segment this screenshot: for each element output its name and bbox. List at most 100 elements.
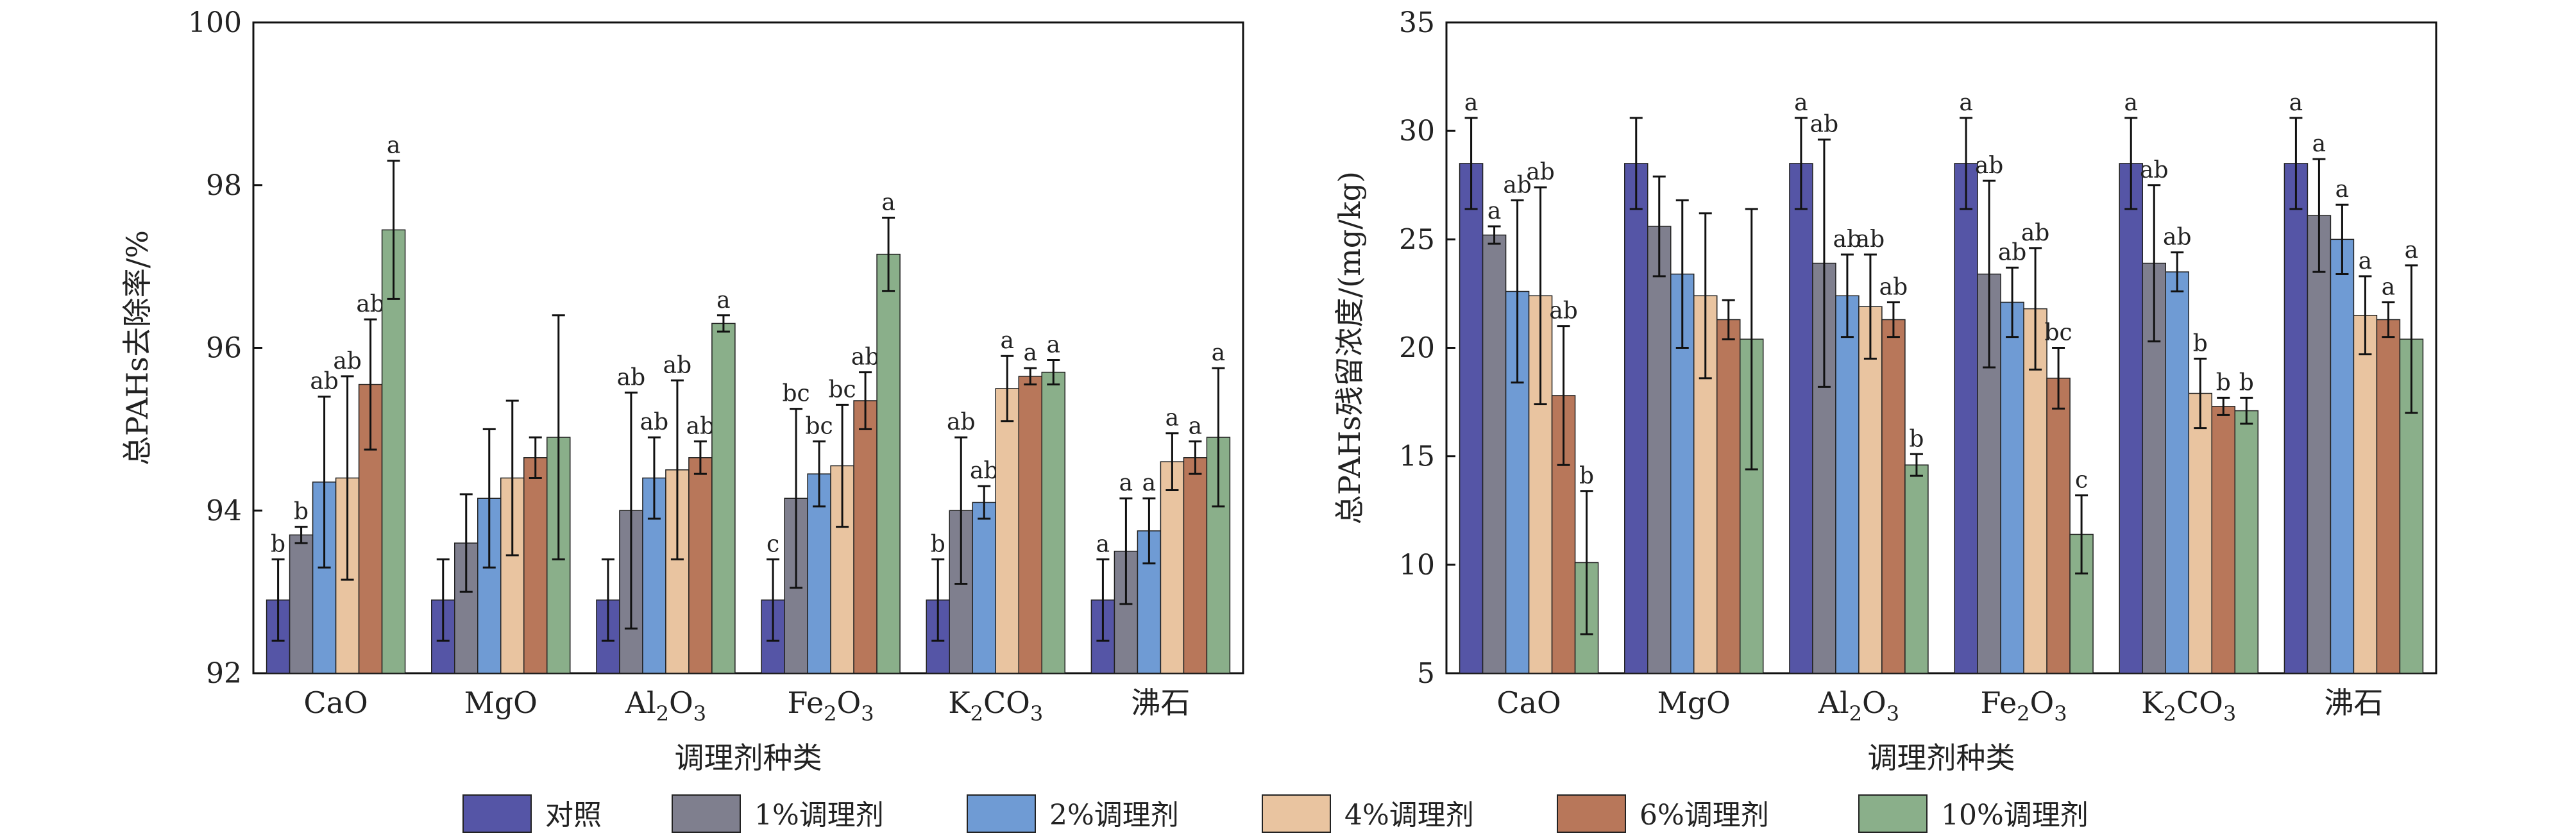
bar	[1954, 163, 1978, 674]
legend-label: 1%调理剂	[754, 799, 884, 832]
bar	[1482, 234, 1507, 674]
bar	[2234, 410, 2258, 674]
significance-letter: ab	[1879, 274, 1908, 300]
legend-swatch	[1858, 794, 1928, 833]
significance-letter: a	[1047, 332, 1060, 358]
significance-letter: bc	[805, 413, 833, 439]
bar	[523, 457, 548, 674]
significance-letter: ab	[970, 458, 999, 484]
significance-letter: b	[1909, 426, 1924, 452]
x-axis-title: 调理剂种类	[1868, 741, 2015, 775]
legend-item: 对照	[462, 794, 602, 833]
significance-letter: b	[2216, 369, 2231, 396]
y-tick-label: 100	[188, 6, 242, 39]
legend-item: 2%调理剂	[967, 794, 1179, 833]
category-label: K2CO3	[948, 685, 1043, 726]
bar	[1904, 464, 1929, 674]
significance-letter: a	[2289, 90, 2303, 116]
significance-letter: a	[1119, 470, 1133, 496]
bar	[1624, 163, 1648, 674]
significance-letter: ab	[686, 413, 715, 439]
significance-letter: ab	[851, 344, 880, 371]
significance-letter: ab	[310, 369, 339, 395]
significance-letter: a	[2124, 90, 2138, 116]
legend-item: 6%调理剂	[1557, 794, 1769, 833]
significance-letter: a	[1024, 340, 1037, 366]
category-label: Al2O3	[1818, 685, 1899, 726]
significance-letter: b	[2193, 330, 2208, 356]
significance-letter: a	[1001, 328, 1014, 354]
y-tick-label: 94	[206, 494, 242, 527]
significance-letter: ab	[1998, 239, 2027, 265]
significance-letter: ab	[2140, 157, 2169, 183]
legend-swatch	[1557, 794, 1626, 833]
category-label: Fe2O3	[788, 685, 874, 726]
bar	[711, 323, 736, 674]
bar	[1858, 306, 1883, 674]
bar	[381, 229, 406, 674]
category-label: Al2O3	[625, 685, 706, 726]
legend-label: 10%调理剂	[1941, 799, 2089, 832]
y-axis-title: 总PAHs残留浓度/(mg/kg)	[1332, 171, 1367, 524]
legend-label: 2%调理剂	[1049, 799, 1179, 832]
bar	[2284, 163, 2309, 674]
category-label: MgO	[464, 685, 538, 720]
significance-letter: a	[2335, 176, 2349, 203]
y-tick-label: 20	[1399, 332, 1435, 365]
significance-letter: c	[2075, 467, 2088, 494]
significance-letter: c	[767, 531, 779, 557]
bar	[1160, 461, 1185, 674]
bar	[1183, 457, 1208, 674]
significance-letter: b	[1579, 463, 1594, 489]
legend-swatch	[672, 794, 741, 833]
significance-letter: a	[1142, 470, 1156, 496]
significance-letter: a	[1959, 90, 1972, 116]
y-tick-label: 15	[1399, 440, 1435, 473]
significance-letter: a	[2359, 248, 2372, 274]
legend-item: 10%调理剂	[1858, 794, 2089, 833]
x-axis-title: 调理剂种类	[675, 741, 822, 775]
bar	[688, 457, 713, 674]
significance-letter: ab	[1549, 298, 1578, 324]
y-tick-label: 5	[1417, 657, 1435, 690]
significance-letter: b	[294, 499, 309, 525]
significance-letter: ab	[356, 291, 385, 317]
significance-letter: b	[931, 531, 945, 557]
significance-letter: a	[1189, 413, 1202, 439]
category-label: K2CO3	[2141, 685, 2236, 726]
bar	[2188, 392, 2212, 674]
bar	[289, 534, 314, 674]
significance-letter: ab	[333, 348, 362, 374]
category-label: CaO	[1496, 685, 1561, 720]
category-label: 沸石	[1131, 685, 1190, 720]
significance-letter: bc	[828, 376, 856, 403]
y-tick-label: 98	[206, 169, 242, 202]
significance-letter: ab	[1833, 226, 1862, 253]
bar	[2307, 215, 2332, 674]
significance-letter: ab	[1975, 153, 2004, 179]
legend-label: 4%调理剂	[1344, 799, 1474, 832]
significance-letter: ab	[947, 409, 976, 435]
significance-letter: a	[387, 133, 400, 159]
bar	[1041, 371, 1065, 674]
y-tick-label: 10	[1399, 549, 1435, 582]
y-tick-label: 35	[1399, 6, 1435, 39]
bar	[2353, 315, 2378, 674]
significance-letter: ab	[2163, 224, 2192, 251]
significance-letter: a	[2382, 274, 2395, 300]
y-tick-label: 96	[206, 332, 242, 365]
significance-letter: a	[2312, 131, 2326, 157]
significance-letter: a	[1487, 198, 1501, 224]
significance-letter: a	[716, 287, 730, 314]
bar	[2069, 533, 2094, 674]
y-tick-label: 92	[206, 657, 242, 690]
category-label: 沸石	[2324, 685, 2383, 720]
bar	[1647, 226, 1672, 674]
bar	[853, 400, 877, 674]
legend-item: 4%调理剂	[1262, 794, 1474, 833]
significance-letter: a	[881, 190, 895, 216]
category-label: Fe2O3	[1981, 685, 2067, 726]
y-tick-label: 30	[1399, 115, 1435, 147]
bar	[1018, 376, 1042, 674]
